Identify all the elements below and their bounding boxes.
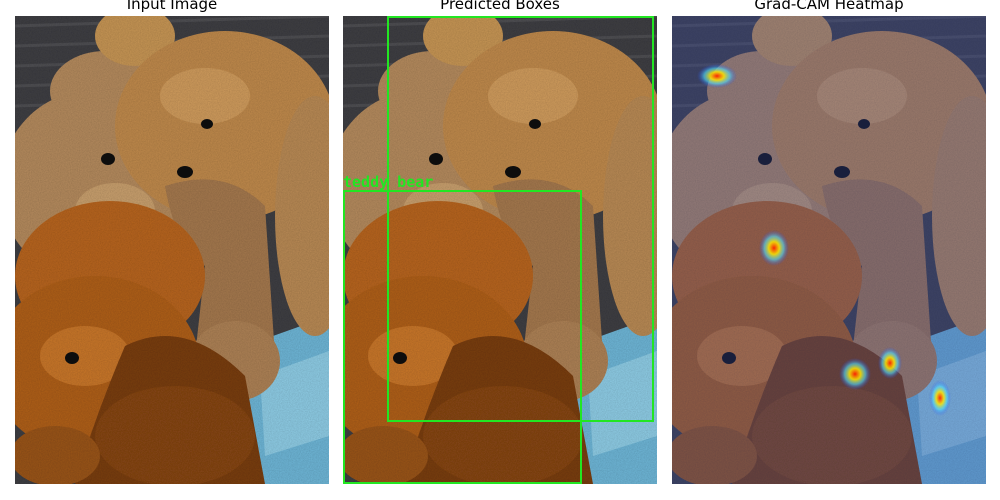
heat-spot [929, 380, 951, 416]
gradcam-heatmap-panel [672, 16, 986, 484]
heat-spot [697, 64, 737, 88]
bounding-box [343, 190, 582, 484]
input-image-title: Input Image [126, 0, 218, 13]
predicted-boxes-panel: teddy bear [343, 16, 657, 484]
detection-label: teddy bear [343, 173, 434, 191]
heatmap-overlay [672, 16, 986, 484]
teddy-bear-photo [343, 16, 657, 484]
heat-spot [878, 347, 902, 379]
heat-spot [839, 358, 871, 390]
gradcam-heatmap-title: Grad-CAM Heatmap [754, 0, 904, 13]
bounding-box [387, 16, 654, 422]
input-image-panel [15, 16, 329, 484]
teddy-bear-photo [15, 16, 329, 484]
heat-spot [759, 230, 789, 266]
predicted-boxes-title: Predicted Boxes [440, 0, 560, 13]
